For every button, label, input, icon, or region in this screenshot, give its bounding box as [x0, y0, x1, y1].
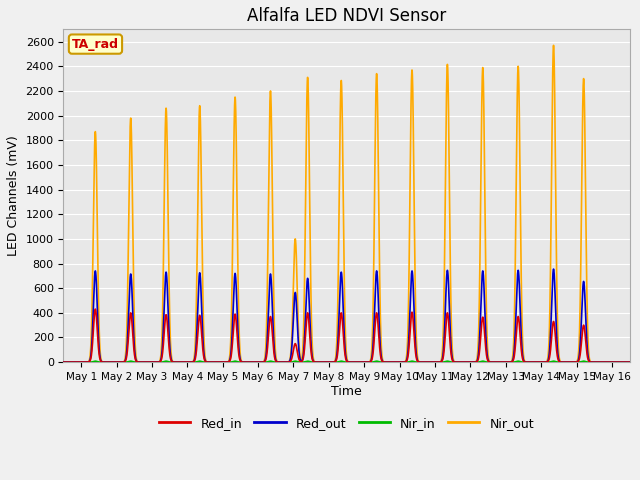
X-axis label: Time: Time — [331, 384, 362, 397]
Red_in — [92, 306, 99, 312]
Red_out — [525, 359, 532, 365]
Text: TA_rad: TA_rad — [72, 37, 119, 50]
Nir_in — [626, 359, 634, 365]
Nir_out — [626, 359, 634, 365]
Red_out — [428, 359, 435, 365]
Red_in — [626, 359, 634, 365]
Red_in — [60, 359, 67, 365]
Red_in — [399, 359, 407, 365]
Nir_in — [276, 359, 284, 365]
Red_out — [276, 359, 284, 365]
Legend: Red_in, Red_out, Nir_in, Nir_out: Red_in, Red_out, Nir_in, Nir_out — [154, 412, 539, 435]
Line: Red_in: Red_in — [63, 309, 630, 362]
Nir_in — [444, 358, 451, 364]
Red_out — [163, 270, 170, 276]
Nir_in — [60, 359, 67, 365]
Nir_in — [428, 359, 435, 365]
Nir_in — [482, 359, 490, 365]
Nir_in — [399, 359, 407, 365]
Red_in — [482, 348, 490, 354]
Red_out — [399, 359, 407, 365]
Nir_out — [550, 42, 557, 48]
Red_out — [550, 266, 557, 272]
Nir_out — [399, 359, 407, 365]
Red_in — [525, 359, 533, 365]
Red_out — [626, 359, 634, 365]
Nir_out — [525, 359, 532, 365]
Line: Red_out: Red_out — [63, 269, 630, 362]
Y-axis label: LED Channels (mV): LED Channels (mV) — [7, 135, 20, 256]
Red_in — [276, 359, 284, 365]
Nir_out — [276, 359, 284, 365]
Nir_in — [525, 359, 533, 365]
Nir_out — [428, 359, 435, 365]
Red_out — [482, 334, 490, 340]
Red_in — [163, 312, 170, 318]
Nir_out — [163, 107, 170, 113]
Title: Alfalfa LED NDVI Sensor: Alfalfa LED NDVI Sensor — [247, 7, 446, 25]
Line: Nir_out: Nir_out — [63, 45, 630, 362]
Nir_out — [60, 359, 67, 365]
Red_out — [60, 359, 67, 365]
Red_in — [428, 359, 436, 365]
Nir_in — [163, 358, 170, 364]
Line: Nir_in: Nir_in — [63, 361, 630, 362]
Nir_out — [482, 278, 490, 284]
